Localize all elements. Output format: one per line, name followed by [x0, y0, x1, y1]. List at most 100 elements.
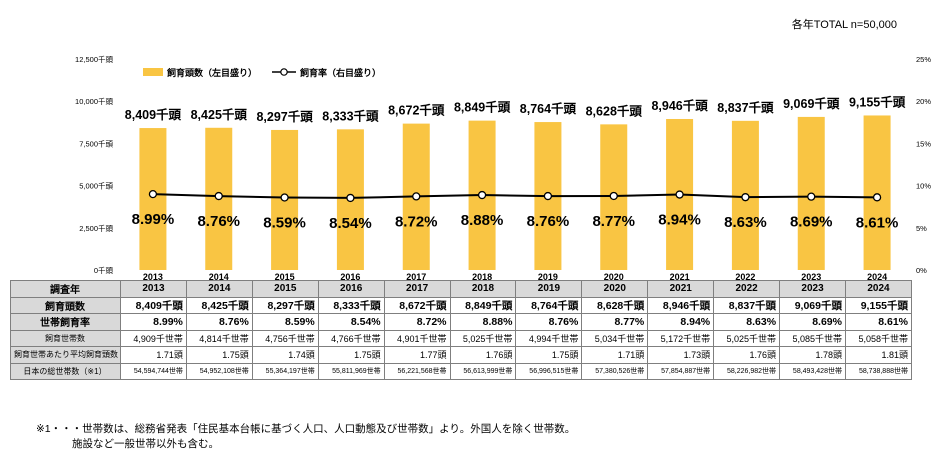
- table-cell: 57,854,887世帯: [647, 362, 715, 380]
- bar-2013: [139, 128, 167, 270]
- table-cell: 8.88%: [449, 313, 517, 331]
- rate-label-2020: 8.77%: [592, 213, 635, 230]
- table-cell: 8.72%: [383, 313, 451, 331]
- footnote-line-1: ※1・・・世帯数は、総務省発表「住民基本台帳に基づく人口、人口動態及び世帯数」よ…: [36, 423, 576, 435]
- table-row-label: 飼育世帯数: [10, 329, 121, 347]
- table-row: 飼育世帯数 4,909千世帯 4,814千世帯 4,756千世帯 4,766千世帯 4,9…: [10, 329, 913, 347]
- rate-label-2021: 8.94%: [658, 212, 701, 229]
- table-cell: 4,756千世帯: [251, 329, 319, 347]
- x-label-2013: 2013: [143, 272, 163, 280]
- rate-point-2013: [148, 189, 158, 199]
- table-cell: 8,849千頭: [449, 296, 517, 314]
- table-cell: 5,025千世帯: [713, 329, 781, 347]
- table-cell: 1.78頭: [779, 346, 846, 364]
- combo-chart: 0千頭 2,500千頭 5,000千頭 7,500千頭 10,000千頭 12,500千頭…: [75, 54, 931, 280]
- table-cell: 8,333千頭: [317, 296, 385, 314]
- y-right-tick-label: 5%: [916, 224, 927, 233]
- table-cell: 1.71頭: [581, 346, 649, 364]
- y-left-tick-label: 10,000千頭: [75, 96, 113, 106]
- rate-point-2024: [872, 193, 882, 202]
- table-cell: 58,738,888世帯: [844, 362, 913, 380]
- rate-point-2017: [412, 192, 421, 201]
- table-header-year: 2014: [185, 280, 253, 298]
- table-cell: 9,155千頭: [844, 296, 913, 314]
- table-cell: 1.74頭: [251, 346, 319, 364]
- table-row: 日本の総世帯数（※1） 54,594,744世帯 54,952,108世帯 55,36…: [10, 362, 913, 380]
- table-header-year: 2013: [120, 280, 187, 298]
- footnote: ※1・・・世帯数は、総務省発表「住民基本台帳に基づく人口、人口動態及び世帯数」よ…: [36, 422, 575, 452]
- table-cell: 8.94%: [647, 313, 715, 331]
- table-cell: 8.76%: [185, 313, 253, 331]
- rate-label-2015: 8.59%: [263, 215, 306, 232]
- legend-bar-swatch: [143, 68, 163, 76]
- table-cell: 54,952,108世帯: [185, 362, 253, 380]
- table-cell: 4,814千世帯: [185, 329, 253, 347]
- table-cell: 1.81頭: [844, 346, 913, 364]
- table-cell: 8,409千頭: [120, 296, 187, 314]
- bar-label-2024: 9,155千頭: [849, 94, 906, 109]
- rate-point-2016: [346, 193, 355, 203]
- table-cell: 8.69%: [779, 313, 846, 331]
- bar-label-2020: 8,628千頭: [586, 103, 643, 118]
- x-label-2019: 2019: [538, 272, 558, 280]
- rate-label-2016: 8.54%: [329, 215, 372, 232]
- table-cell: 4,766千世帯: [317, 329, 385, 347]
- table-row: 飼育頭数 8,409千頭 8,425千頭 8,297千頭 8,333千頭 8,672千頭 8…: [10, 296, 913, 314]
- x-label-2014: 2014: [209, 272, 229, 280]
- footnote-line-2: 施設など一般世帯以外も含む。: [72, 438, 219, 450]
- rate-label-2018: 8.88%: [461, 212, 504, 229]
- data-table: 調査年 2013 2014 2015 2016 2017 2018 2019 2020 2021 2…: [10, 280, 913, 380]
- x-label-2021: 2021: [670, 272, 690, 280]
- legend-line-marker: [280, 68, 288, 76]
- table-row: 飼育世帯あたり平均飼育頭数 1.71頭 1.75頭 1.74頭 1.75頭 1.77頭 1.…: [10, 346, 913, 364]
- y-right-tick-label: 0%: [916, 266, 927, 275]
- x-axis-labels: 2013 2014 2015 2016 2017 2018 2019 2020 2021 2022…: [143, 272, 887, 280]
- table-cell: 54,594,744世帯: [120, 362, 187, 380]
- table-cell: 8.61%: [844, 313, 913, 331]
- table-cell: 8.77%: [581, 313, 649, 331]
- rate-point-2014: [214, 191, 223, 201]
- table-cell: 1.76頭: [449, 346, 517, 364]
- y-right-tick-label: 10%: [916, 182, 931, 191]
- table-cell: 8,297千頭: [251, 296, 319, 314]
- bar-series: [139, 115, 891, 271]
- rate-label-2014: 8.76%: [197, 213, 240, 230]
- table-cell: 8,672千頭: [383, 296, 451, 314]
- table-header-year: 2019: [515, 280, 583, 298]
- table-cell: 4,994千世帯: [515, 329, 583, 347]
- table-header-year: 2024: [844, 280, 913, 298]
- table-cell: 55,811,969世帯: [317, 362, 385, 380]
- table-header-year: 2017: [383, 280, 451, 298]
- rate-label-2024: 8.61%: [856, 214, 899, 231]
- y-right-tick-label: 25%: [916, 55, 931, 64]
- y-left-tick-label: 5,000千頭: [79, 181, 113, 191]
- line-data-labels: 8.99% 8.76% 8.59% 8.54% 8.72% 8.88% 8.76% 8.77%…: [132, 211, 899, 232]
- y-axis-right: 0% 5% 10% 15% 20% 25%: [916, 55, 931, 275]
- table-cell: 57,380,526世帯: [581, 362, 649, 380]
- table-cell: 8.76%: [515, 313, 583, 331]
- table-cell: 1.75頭: [185, 346, 253, 364]
- table-row: 世帯飼育率 8.99% 8.76% 8.59% 8.54% 8.72% 8.88% 8.76%…: [10, 313, 913, 331]
- table-cell: 4,901千世帯: [383, 329, 451, 347]
- legend: 飼育頭数（左目盛り） 飼育率（右目盛り）: [143, 67, 381, 78]
- x-label-2023: 2023: [801, 272, 821, 280]
- y-left-tick-label: 7,500千頭: [79, 138, 113, 148]
- rate-point-2019: [543, 191, 553, 201]
- table-cell: 8,837千頭: [713, 296, 781, 314]
- table-header-label: 調査年: [10, 280, 121, 298]
- table-cell: 55,364,197世帯: [251, 362, 319, 380]
- y-left-tick-label: 2,500千頭: [79, 223, 113, 233]
- table-cell: 1.75頭: [515, 346, 583, 364]
- rate-label-2022: 8.63%: [724, 214, 767, 231]
- y-left-tick-label: 0千頭: [94, 265, 114, 275]
- table-cell: 8.63%: [713, 313, 781, 331]
- line-series: [148, 189, 882, 203]
- table-header-year: 2018: [449, 280, 517, 298]
- rate-point-2015: [280, 193, 289, 202]
- bar-label-2023: 9,069千頭: [783, 96, 840, 111]
- bar-label-2019: 8,764千頭: [520, 101, 577, 116]
- table-header-row: 調査年 2013 2014 2015 2016 2017 2018 2019 2020 2021 2…: [10, 280, 913, 298]
- x-label-2015: 2015: [275, 272, 295, 280]
- x-label-2024: 2024: [867, 272, 887, 280]
- y-right-tick-label: 20%: [916, 97, 931, 106]
